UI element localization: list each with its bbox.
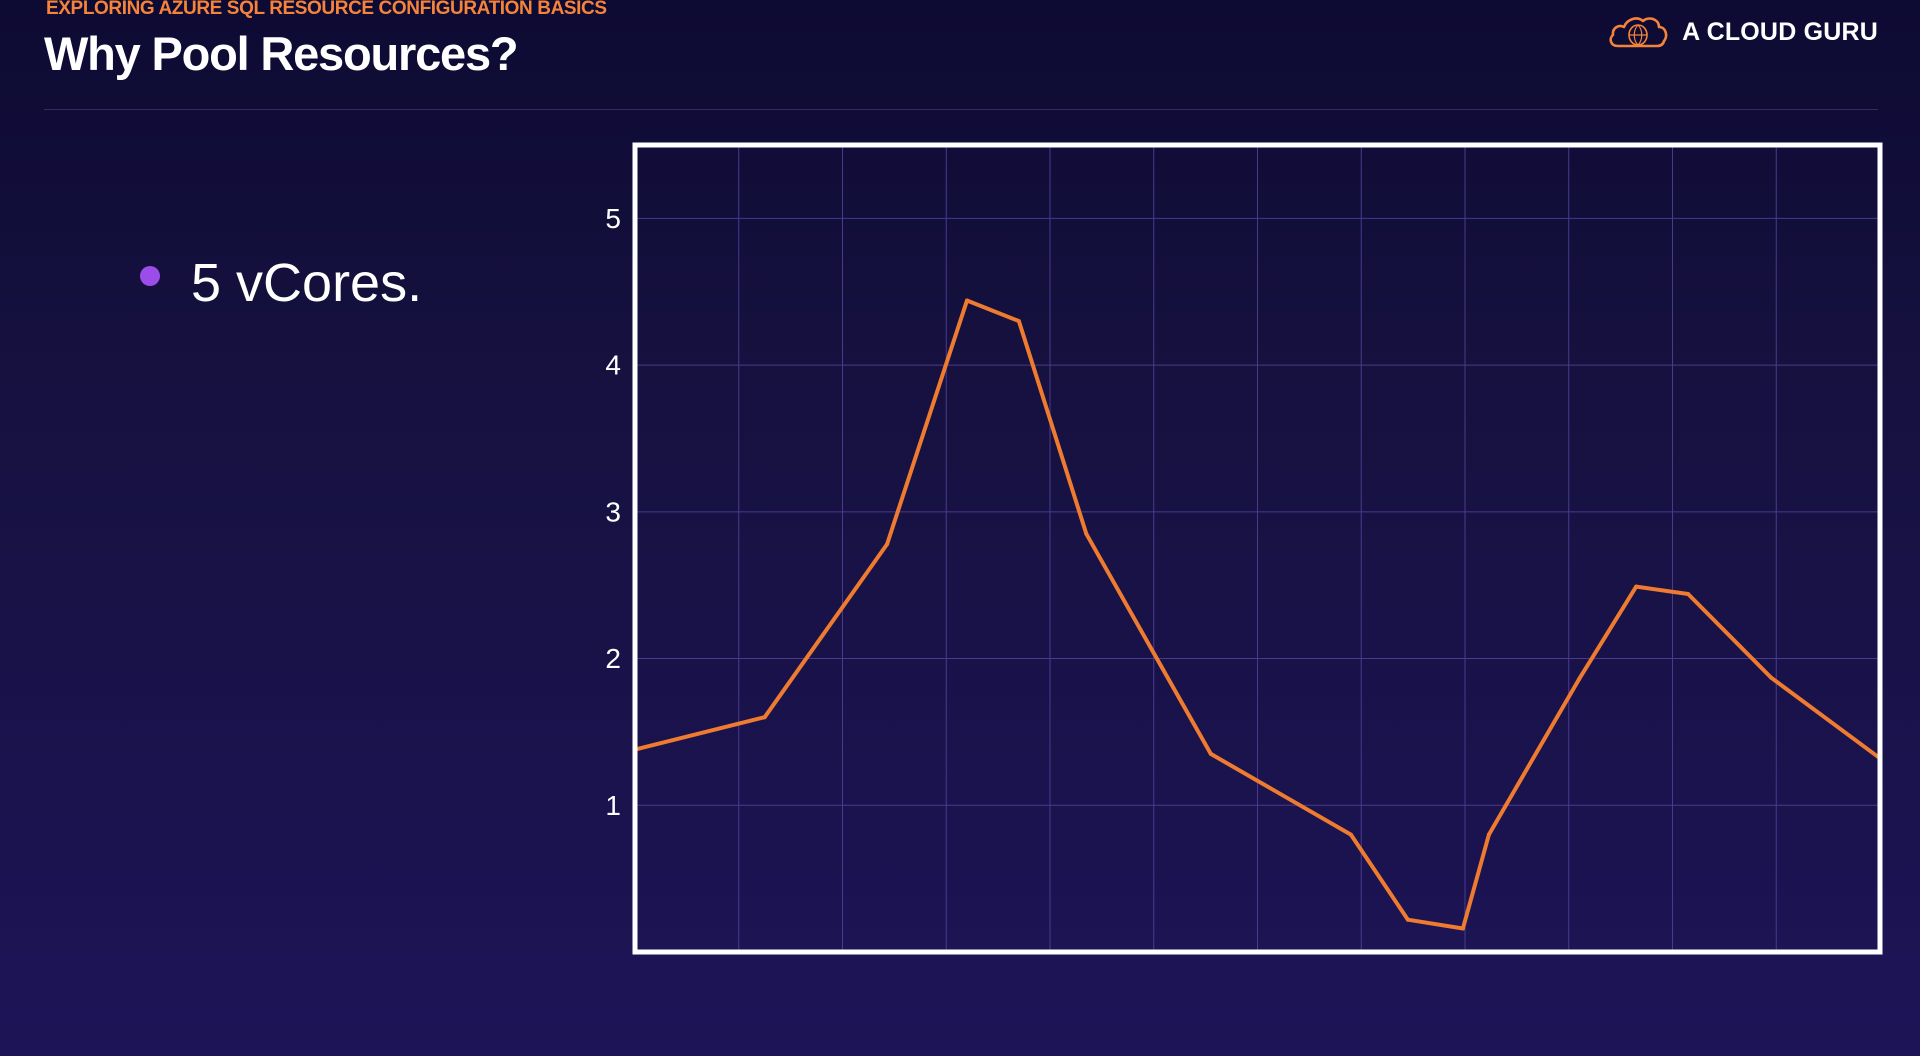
data-point	[1486, 832, 1491, 837]
data-point	[1769, 675, 1774, 680]
bullet-item: 5 vCores.	[140, 252, 422, 314]
y-tick-label: 1	[605, 790, 621, 821]
chart-frame	[632, 142, 1883, 955]
page-title: Why Pool Resources?	[44, 27, 519, 80]
brand-name: A CLOUD GURU	[1682, 17, 1878, 46]
y-tick-label: 3	[605, 496, 621, 527]
data-point	[1016, 319, 1021, 324]
y-tick-label: 4	[605, 350, 621, 381]
course-label: EXPLORING AZURE SQL RESOURCE CONFIGURATI…	[46, 0, 607, 19]
bullet-dot-icon	[140, 266, 160, 286]
data-point	[1634, 584, 1639, 589]
data-point	[965, 298, 969, 303]
data-point	[1405, 917, 1410, 922]
data-point	[762, 715, 767, 720]
data-point	[1084, 531, 1089, 536]
bullet-list: 5 vCores.	[140, 252, 422, 314]
data-point	[885, 542, 890, 547]
y-tick-label: 2	[605, 643, 621, 674]
brand-logo: A CLOUD GURU	[1606, 12, 1878, 52]
y-axis: 1 2 3 4 5	[605, 203, 621, 821]
data-point	[1208, 751, 1213, 756]
data-point	[1348, 832, 1353, 837]
data-point	[1460, 926, 1465, 931]
data-point	[1577, 677, 1582, 682]
y-tick-label: 5	[605, 203, 621, 234]
series-line	[633, 298, 1882, 931]
line-chart: 1 2 3 4 5	[605, 142, 1883, 955]
chart-grid	[635, 145, 1880, 952]
bullet-text: 5 vCores.	[191, 253, 423, 313]
header-divider	[44, 109, 1878, 110]
data-point	[1686, 591, 1691, 596]
cloud-icon	[1609, 17, 1668, 48]
